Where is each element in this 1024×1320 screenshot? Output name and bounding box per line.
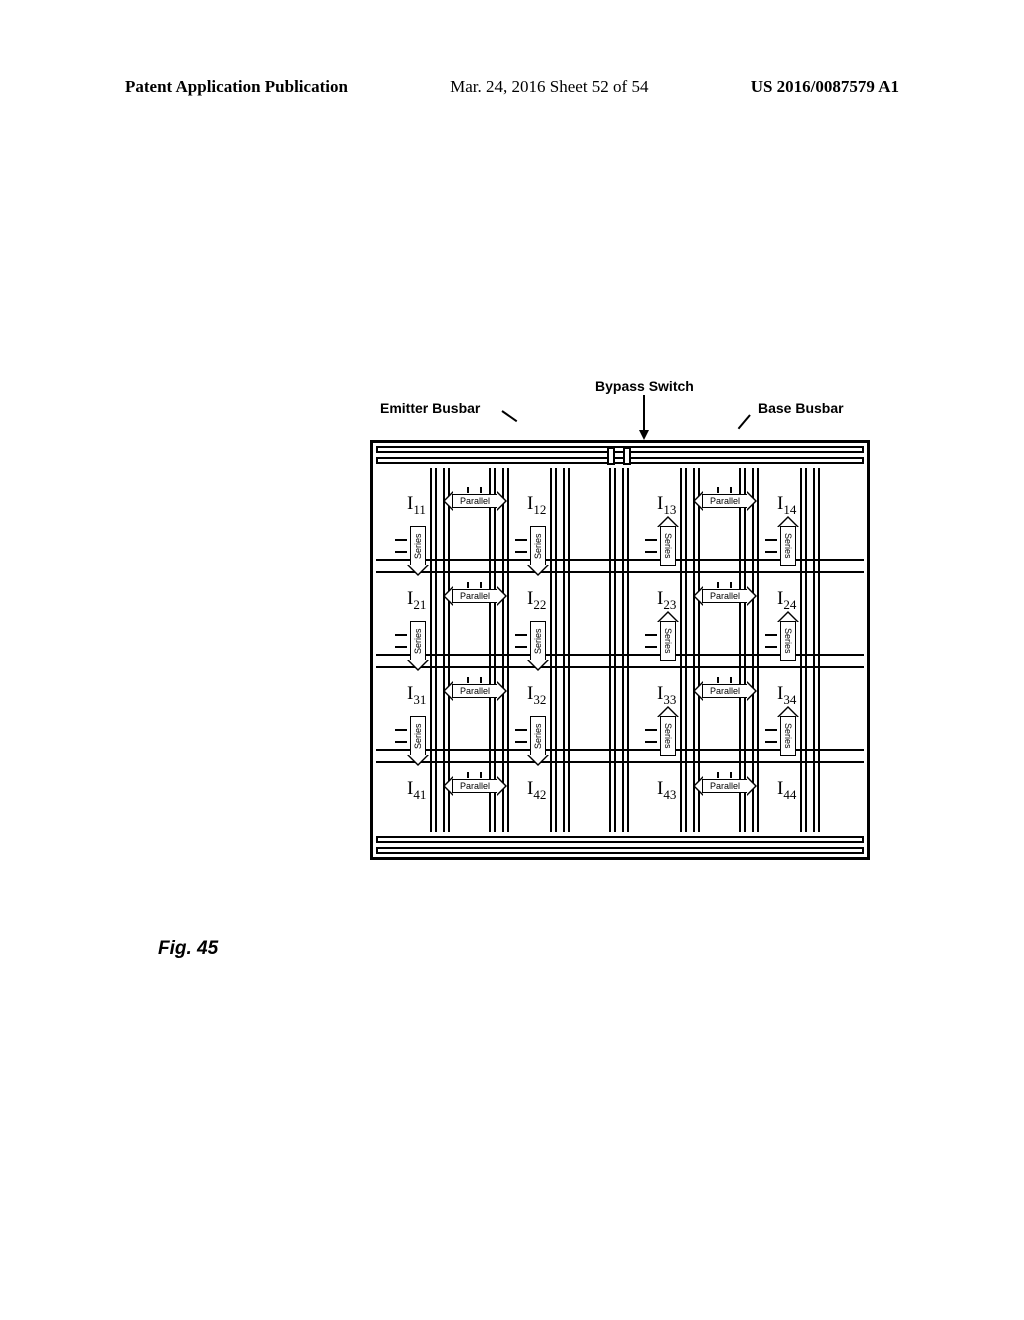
conn — [515, 646, 527, 648]
cell-I13: I13 — [657, 493, 676, 518]
conn — [645, 741, 657, 743]
series-arrow-down: Series — [527, 611, 549, 671]
cell-I22: I22 — [527, 588, 546, 613]
parallel-arrow: Parallel — [443, 491, 507, 511]
series-arrow-down: Series — [527, 706, 549, 766]
parallel-arrow: Parallel — [693, 681, 757, 701]
conn — [645, 729, 657, 731]
conn — [395, 539, 407, 541]
cell-I42: I42 — [527, 778, 546, 803]
conn — [645, 646, 657, 648]
conn — [515, 741, 527, 743]
leader-base — [738, 414, 751, 429]
conn — [395, 646, 407, 648]
vcol — [680, 468, 687, 832]
page-header: Patent Application Publication Mar. 24, … — [0, 77, 1024, 97]
series-arrow-up: Series — [657, 706, 679, 766]
label-bypass: Bypass Switch — [595, 378, 694, 394]
vcol — [609, 468, 616, 832]
conn — [765, 729, 777, 731]
cell-I14: I14 — [777, 493, 796, 518]
conn — [765, 741, 777, 743]
conn — [395, 741, 407, 743]
bypass-switch-left — [607, 447, 615, 465]
conn — [515, 729, 527, 731]
cell-I44: I44 — [777, 778, 796, 803]
label-emitter: Emitter Busbar — [380, 400, 480, 416]
vcol — [800, 468, 807, 832]
module-frame: I11 I12 I13 I14 I21 I22 I23 I24 I31 I32 … — [370, 440, 870, 860]
conn — [515, 634, 527, 636]
parallel-arrow: Parallel — [693, 776, 757, 796]
series-arrow-up: Series — [777, 611, 799, 671]
cell-I21: I21 — [407, 588, 426, 613]
series-arrow-down: Series — [407, 611, 429, 671]
figure-caption: Fig. 45 — [158, 938, 218, 960]
bypass-switch-right — [623, 447, 631, 465]
series-arrow-up: Series — [657, 611, 679, 671]
conn — [395, 729, 407, 731]
conn — [645, 551, 657, 553]
vcol — [550, 468, 557, 832]
header-left: Patent Application Publication — [125, 77, 348, 97]
busbar-top-1 — [376, 446, 864, 453]
busbar-top-2 — [376, 457, 864, 464]
busbar-bottom-1 — [376, 847, 864, 854]
vcol — [622, 468, 629, 832]
parallel-arrow: Parallel — [443, 586, 507, 606]
diagram: Bypass Switch Emitter Busbar Base Busbar — [370, 400, 870, 860]
vcol — [430, 468, 437, 832]
leader-emitter — [501, 410, 517, 422]
parallel-arrow: Parallel — [693, 491, 757, 511]
series-arrow-down: Series — [407, 706, 429, 766]
series-arrow-up: Series — [777, 516, 799, 576]
cell-I32: I32 — [527, 683, 546, 708]
conn — [395, 634, 407, 636]
parallel-arrow: Parallel — [443, 776, 507, 796]
cell-I12: I12 — [527, 493, 546, 518]
conn — [765, 646, 777, 648]
parallel-arrow: Parallel — [443, 681, 507, 701]
vcol — [563, 468, 570, 832]
leader-bypass — [643, 395, 645, 431]
arrowhead-bypass — [639, 430, 649, 440]
conn — [515, 539, 527, 541]
cell-I43: I43 — [657, 778, 676, 803]
cell-I31: I31 — [407, 683, 426, 708]
label-base: Base Busbar — [758, 400, 844, 416]
cell-I34: I34 — [777, 683, 796, 708]
conn — [765, 539, 777, 541]
conn — [395, 551, 407, 553]
header-mid: Mar. 24, 2016 Sheet 52 of 54 — [450, 77, 648, 97]
cell-I23: I23 — [657, 588, 676, 613]
series-arrow-up: Series — [657, 516, 679, 576]
conn — [515, 551, 527, 553]
cell-I11: I11 — [407, 493, 426, 518]
cell-I41: I41 — [407, 778, 426, 803]
top-labels: Bypass Switch Emitter Busbar Base Busbar — [370, 400, 870, 440]
header-right: US 2016/0087579 A1 — [751, 77, 899, 97]
conn — [765, 634, 777, 636]
vcol — [813, 468, 820, 832]
cell-I24: I24 — [777, 588, 796, 613]
busbar-bottom-2 — [376, 836, 864, 843]
series-arrow-down: Series — [527, 516, 549, 576]
conn — [645, 539, 657, 541]
parallel-arrow: Parallel — [693, 586, 757, 606]
conn — [765, 551, 777, 553]
series-arrow-up: Series — [777, 706, 799, 766]
cell-I33: I33 — [657, 683, 676, 708]
series-arrow-down: Series — [407, 516, 429, 576]
conn — [645, 634, 657, 636]
